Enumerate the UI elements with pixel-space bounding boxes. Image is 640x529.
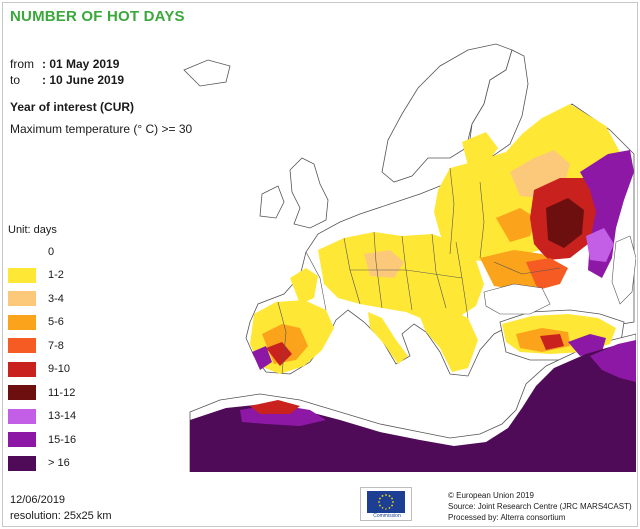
to-label: to	[10, 73, 21, 87]
legend-item: 13-14	[8, 405, 76, 429]
legend-item: 11-12	[8, 381, 76, 405]
patch-middle-east	[590, 340, 636, 382]
europe-hot-days-map	[183, 43, 636, 472]
legend-item: 7-8	[8, 334, 76, 358]
eu-stars-icon	[378, 494, 394, 510]
border-line	[479, 181, 485, 259]
legend-item: 0	[8, 240, 76, 264]
eu-star-icon	[388, 495, 391, 497]
legend: Unit: days 0 1-2 3-4 5-6 7-8 9-10 11-12 13-14 15…	[8, 224, 76, 475]
legend-item: 9-10	[8, 358, 76, 382]
year-of-interest: Year of interest (CUR)	[10, 100, 135, 114]
european-commission-logo: European Commission	[360, 487, 412, 521]
patch-ukraine-red	[526, 258, 568, 290]
run-date: 12/06/2019	[10, 494, 66, 506]
patch-turkey-red	[540, 334, 564, 350]
patch-sahara-purple	[190, 342, 636, 472]
border-line	[373, 231, 383, 309]
legend-unit: Unit: days	[8, 224, 57, 236]
legend-items: 0 1-2 3-4 5-6 7-8 9-10 11-12 13-14 15-16 > 16	[8, 240, 76, 475]
parameter-label: Maximum temperature (° C) >= 30	[10, 122, 193, 136]
eu-star-icon	[379, 497, 381, 500]
legend-label: 5-6	[48, 316, 64, 329]
legend-label: > 16	[48, 457, 70, 470]
caspian-sea	[611, 235, 636, 305]
country-borders	[277, 167, 561, 375]
eu-star-icon	[392, 501, 394, 503]
eu-logo-text: European Commission	[373, 507, 401, 519]
from-value: : 01 May 2019	[42, 57, 120, 71]
legend-label: 15-16	[48, 433, 77, 446]
eu-star-icon	[391, 504, 393, 507]
legend-item: 3-4	[8, 287, 76, 311]
legend-label: 9-10	[48, 363, 71, 376]
patch-volga-darkred	[546, 198, 584, 248]
legend-swatch	[8, 314, 36, 330]
patch-iberia-purple	[252, 346, 272, 370]
border-line	[277, 301, 287, 375]
border-line	[431, 233, 447, 309]
legend-item: > 16	[8, 452, 76, 476]
legend-label: 11-12	[48, 386, 76, 399]
finland-land	[467, 49, 529, 159]
patch-maghreb-red	[250, 400, 300, 414]
patch-iberia-red	[266, 342, 292, 366]
legend-swatch	[8, 408, 36, 424]
eu-star-icon	[381, 495, 384, 497]
eu-star-icon	[379, 504, 381, 507]
legend-swatch	[8, 432, 36, 448]
border-line	[493, 261, 561, 275]
eu-flag-icon	[367, 491, 405, 513]
to-value: : 10 June 2019	[42, 73, 125, 87]
legend-swatch	[8, 267, 36, 283]
legend-label: 3-4	[48, 292, 64, 305]
legend-label: 0	[48, 245, 55, 258]
legend-swatch	[8, 291, 36, 307]
eu-star-icon	[391, 497, 393, 500]
patch-balkans	[418, 308, 478, 372]
eu-star-icon	[385, 494, 387, 496]
eu-star-icon	[378, 501, 380, 503]
period-to: to : 10 June 2019	[10, 73, 124, 87]
patch-central-beige	[364, 250, 404, 278]
legend-item: 5-6	[8, 311, 76, 335]
border-line	[350, 269, 463, 279]
legend-item: 1-2	[8, 264, 76, 288]
patch-central-europe	[318, 232, 484, 322]
map-title: NUMBER OF HOT DAYS	[10, 8, 185, 25]
legend-label: 1-2	[48, 269, 64, 282]
border-line	[305, 251, 327, 311]
legend-label: 13-14	[48, 410, 77, 423]
patch-anatolia-purple	[568, 334, 606, 356]
credit-line: © European Union 2019	[448, 491, 534, 500]
legend-swatch	[8, 244, 36, 260]
legend-swatch	[8, 361, 36, 377]
patch-france	[290, 268, 318, 304]
legend-swatch	[8, 338, 36, 354]
iceland-land	[183, 59, 231, 87]
patch-italy	[368, 312, 408, 364]
legend-swatch	[8, 455, 36, 471]
from-label: from	[10, 57, 34, 71]
border-line	[449, 167, 455, 255]
patch-caspian-violet	[586, 228, 614, 262]
black-sea	[483, 283, 551, 315]
legend-item: 15-16	[8, 428, 76, 452]
eu-star-icon	[381, 507, 384, 509]
credits: © European Union 2019 Source: Joint Rese…	[448, 490, 632, 523]
legend-label: 7-8	[48, 339, 64, 352]
period-from: from : 01 May 2019	[10, 57, 119, 71]
patch-russia-orange	[496, 208, 536, 242]
eu-star-icon	[385, 508, 387, 510]
legend-swatch	[8, 385, 36, 401]
resolution-label: resolution: 25x25 km	[10, 510, 112, 522]
credit-line: Processed by: Alterra consortium	[448, 513, 566, 522]
eu-star-icon	[388, 507, 391, 509]
britain-land	[289, 157, 329, 229]
ireland-land	[259, 185, 285, 219]
credit-line: Source: Joint Research Centre (JRC MARS4…	[448, 502, 632, 511]
